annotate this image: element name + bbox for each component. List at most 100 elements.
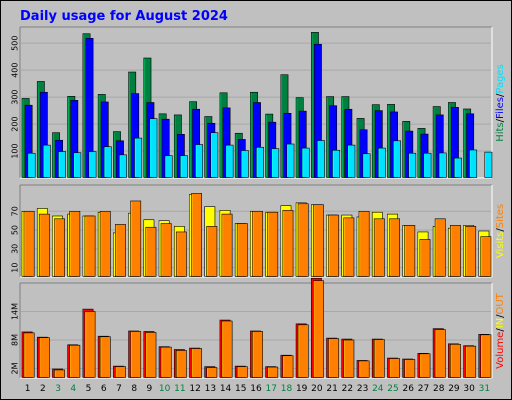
x-tick-label-day: 14 <box>220 384 232 394</box>
bar-sites-day-27 <box>419 239 431 277</box>
bar-sites-day-30 <box>465 226 477 277</box>
legend-entry: / <box>495 328 506 332</box>
bar-sites-day-18 <box>282 210 294 277</box>
y-tick-label: 30 <box>11 244 20 254</box>
y-tick-label: 100 <box>11 143 20 158</box>
bar-pages-day-13 <box>210 132 219 178</box>
bar-sites-day-7 <box>115 224 126 277</box>
x-tick-label-day: 2 <box>40 384 46 394</box>
bar-sites-day-24 <box>373 218 385 277</box>
x-tick-label-day: 6 <box>101 384 107 394</box>
x-tick-label-day: 7 <box>116 384 122 394</box>
x-tick-label-day: 8 <box>131 384 137 394</box>
bar-sites-day-1 <box>23 210 35 277</box>
bar-pages-day-5 <box>88 151 97 178</box>
bar-pages-day-26 <box>408 152 417 178</box>
bar-out-day-15 <box>236 366 248 378</box>
bar-sites-day-12 <box>191 193 203 277</box>
y-tick-label: 14M <box>11 303 20 320</box>
bar-out-day-21 <box>328 338 340 378</box>
bar-sites-day-14 <box>221 213 233 277</box>
bar-out-day-16 <box>252 331 263 378</box>
bar-out-day-28 <box>434 329 446 378</box>
bar-out-day-30 <box>465 345 477 378</box>
bar-pages-day-18 <box>286 143 295 178</box>
day-labels: 1 2 3 4 5 6 7 8 9 10 11 12 13 14 15 16 17 18 19 20 21 22 23 24 2… <box>25 384 490 394</box>
x-tick-label-day: 15 <box>235 384 246 394</box>
bar-out-day-25 <box>389 358 400 378</box>
x-tick-label-day: 9 <box>147 384 153 394</box>
x-tick-label-day: 17 <box>265 384 276 394</box>
bar-pages-day-11 <box>179 155 188 178</box>
x-tick-label-day: 12 <box>189 384 200 394</box>
bar-pages-day-25 <box>393 140 401 178</box>
x-tick-label-day: 30 <box>463 384 475 394</box>
bar-out-day-17 <box>267 366 279 378</box>
bar-out-day-22 <box>343 339 355 378</box>
bar-out-day-7 <box>115 366 126 378</box>
x-tick-label-day: 22 <box>342 384 353 394</box>
bar-out-day-27 <box>419 353 431 378</box>
x-tick-label-day: 24 <box>372 384 384 394</box>
x-tick-label-day: 21 <box>326 384 337 394</box>
bar-pages-day-14 <box>225 144 234 178</box>
legend-entry: Volume <box>495 332 506 369</box>
bar-pages-day-3 <box>58 151 66 178</box>
bar-out-day-6 <box>99 336 111 378</box>
bar-pages-day-22 <box>347 144 356 178</box>
bar-out-day-3 <box>54 369 65 378</box>
bar-sites-day-21 <box>328 214 340 277</box>
legend-volume: Volume/IN/OUT <box>495 292 506 369</box>
x-tick-label-day: 18 <box>281 384 293 394</box>
x-tick-label-day: 19 <box>296 384 308 394</box>
bar-out-day-10 <box>160 346 172 378</box>
bar-out-day-2 <box>38 337 50 378</box>
bar-out-day-20 <box>312 280 324 378</box>
legend-hits-files-pages: Hits/Files/Pages <box>495 64 506 142</box>
bar-pages-day-6 <box>103 146 112 178</box>
legend-entry: / <box>495 93 506 97</box>
bar-sites-day-2 <box>38 213 50 277</box>
bar-sites-day-23 <box>358 210 370 277</box>
bar-sites-day-22 <box>343 217 355 277</box>
x-tick-label-day: 31 <box>479 384 490 394</box>
y-tick-label: 50 <box>11 225 20 235</box>
bar-pages-day-29 <box>454 157 462 178</box>
x-tick-label-day: 11 <box>174 384 185 394</box>
bar-sites-day-26 <box>404 225 416 277</box>
bar-sites-day-3 <box>54 218 65 277</box>
x-tick-label-day: 3 <box>55 384 61 394</box>
bar-sites-day-4 <box>69 210 81 277</box>
bar-pages-day-2 <box>42 144 51 178</box>
legend-entry: OUT <box>495 292 506 314</box>
bar-sites-day-31 <box>480 236 492 277</box>
bar-pages-day-8 <box>134 137 143 178</box>
panel-visits-sites: 10 30 50 70 Visits/Sites <box>11 184 506 278</box>
legend-entry: Visits <box>495 232 506 259</box>
bar-out-day-24 <box>373 339 385 378</box>
x-tick-label-day: 26 <box>403 384 415 394</box>
panels: 100200300400500Hits/Files/Pages10305070V… <box>11 26 506 379</box>
bar-pages-day-20 <box>316 140 325 178</box>
bar-out-day-9 <box>145 332 157 378</box>
x-tick-label-day: 4 <box>70 384 76 394</box>
x-tick-label-day: 20 <box>311 384 323 394</box>
bar-sites-day-6 <box>99 210 111 277</box>
bar-out-day-26 <box>404 359 416 378</box>
bar-out-day-12 <box>191 348 203 378</box>
bar-out-day-4 <box>69 344 81 378</box>
bar-pages-day-28 <box>438 152 447 178</box>
bar-out-day-13 <box>206 367 218 378</box>
x-tick-label-day: 28 <box>433 384 445 394</box>
legend-entry: / <box>495 228 506 232</box>
bar-pages-day-10 <box>164 155 173 178</box>
bar-pages-day-7 <box>119 154 127 178</box>
bar-out-day-5 <box>84 311 96 378</box>
y-tick-label: 70 <box>11 206 20 216</box>
bar-sites-day-9 <box>145 226 157 277</box>
bar-sites-day-17 <box>267 211 279 277</box>
bar-pages-day-1 <box>27 152 36 178</box>
y-tick-label: 500 <box>11 36 20 51</box>
